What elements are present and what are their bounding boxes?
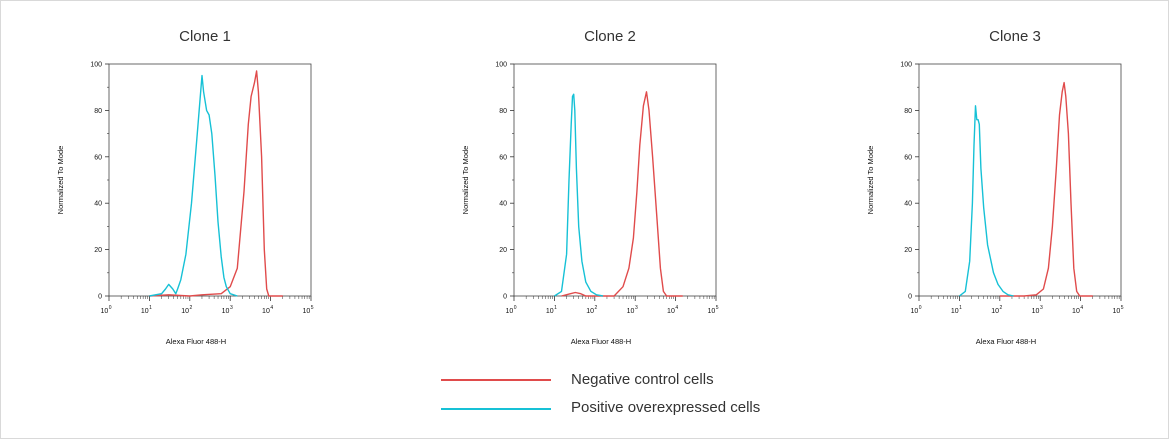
x-tick-label: 102 [991, 305, 1002, 315]
y-tick-label: 20 [904, 247, 912, 254]
chart-clone-2: 0 20 40 60 80 100 100 101 102 103 104 105 Alexa Fluo… [461, 62, 719, 347]
series-line-positive-overexpressed [958, 105, 1014, 297]
y-axis-label: Normalized To Mode [56, 146, 65, 215]
legend-label-positive: Positive overexpressed cells [571, 399, 761, 416]
x-tick-label: 100 [910, 305, 921, 315]
x-tick-label: 101 [951, 305, 962, 315]
x-tick-label: 105 [302, 305, 313, 315]
y-axis-label: Normalized To Mode [461, 146, 470, 215]
y-tick-label: 20 [94, 247, 102, 254]
y-tick-label: 0 [98, 294, 102, 301]
x-tick-label: 103 [1032, 305, 1043, 315]
x-tick-label: 101 [546, 305, 557, 315]
y-tick-label: 80 [499, 108, 507, 115]
chart-title-clone-2: Clone 2 [584, 28, 636, 45]
series-line-negative-control [561, 91, 683, 297]
x-tick-label: 102 [181, 305, 192, 315]
chart-clone-1: 0 20 40 60 80 100 100 101 102 103 104 105 Alexa Fluo… [56, 62, 314, 347]
y-axis-label: Normalized To Mode [866, 146, 875, 215]
y-tick-label: 0 [503, 294, 507, 301]
y-tick-label: 0 [908, 294, 912, 301]
x-tick-label: 100 [505, 305, 516, 315]
x-tick-label: 104 [667, 305, 678, 315]
x-tick-label: 100 [100, 305, 111, 315]
y-tick-label: 40 [94, 201, 102, 208]
x-tick-label: 104 [1072, 305, 1083, 315]
x-axis-label: Alexa Fluor 488-H [166, 337, 226, 346]
series-line-positive-overexpressed [149, 74, 238, 297]
chart-title-clone-3: Clone 3 [989, 28, 1041, 45]
legend-swatch-negative [441, 379, 551, 381]
plot-area [918, 63, 1122, 297]
y-tick-label: 40 [499, 201, 507, 208]
x-axis-label: Alexa Fluor 488-H [976, 337, 1036, 346]
series-line-negative-control [149, 70, 283, 297]
x-tick-label: 103 [222, 305, 233, 315]
x-axis-label: Alexa Fluor 488-H [571, 337, 631, 346]
y-tick-label: 80 [94, 108, 102, 115]
y-tick-label: 60 [904, 154, 912, 161]
x-tick-label: 102 [586, 305, 597, 315]
chart-clone-3: 0 20 40 60 80 100 100 101 102 103 104 105 Alexa Fluo… [866, 62, 1124, 347]
x-tick-label: 103 [627, 305, 638, 315]
plot-area [108, 63, 312, 297]
chart-title-clone-1: Clone 1 [179, 28, 231, 45]
y-tick-label: 20 [499, 247, 507, 254]
y-tick-label: 60 [94, 154, 102, 161]
y-tick-label: 100 [900, 62, 912, 69]
y-tick-label: 60 [499, 154, 507, 161]
series-line-negative-control [999, 81, 1093, 297]
series-line-positive-overexpressed [554, 93, 604, 297]
y-tick-label: 80 [904, 108, 912, 115]
x-tick-label: 105 [1112, 305, 1123, 315]
plot-area [513, 63, 717, 297]
legend-label-negative: Negative control cells [571, 371, 714, 388]
legend-swatch-positive [441, 408, 551, 410]
x-tick-label: 101 [141, 305, 152, 315]
y-tick-label: 100 [90, 62, 102, 69]
x-tick-label: 104 [262, 305, 273, 315]
y-tick-label: 100 [495, 62, 507, 69]
y-tick-label: 40 [904, 201, 912, 208]
x-tick-label: 105 [707, 305, 718, 315]
